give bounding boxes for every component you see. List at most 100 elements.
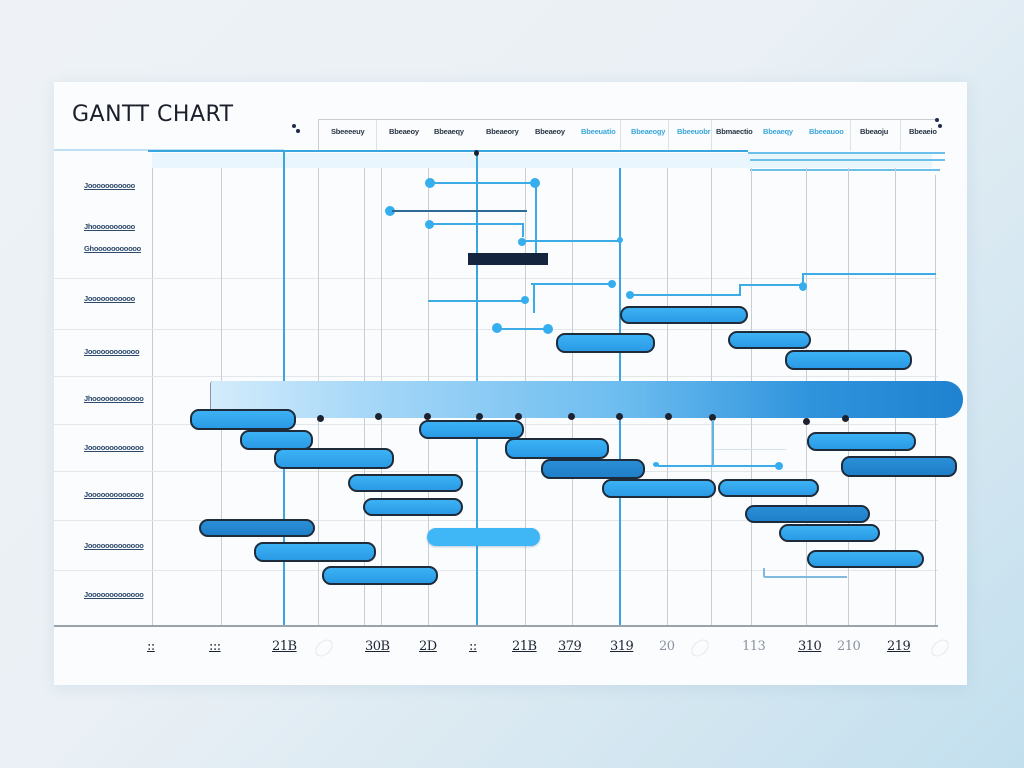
link-node[interactable] [799, 282, 807, 291]
header-separator [376, 120, 377, 151]
dependency-link [739, 284, 741, 296]
task-bar[interactable] [427, 528, 540, 546]
summary-bar[interactable] [210, 381, 963, 418]
dependency-link [392, 210, 527, 212]
task-bar[interactable] [779, 524, 880, 542]
x-tick-label: :: [147, 639, 155, 654]
task-bar[interactable] [254, 542, 376, 562]
summary-marker [424, 413, 431, 420]
task-bar[interactable] [363, 498, 463, 516]
task-bar[interactable] [556, 333, 655, 353]
row-label: Jooooooooooooo [84, 443, 144, 452]
header-column: Bbeeuobr [677, 127, 711, 136]
task-bar[interactable] [785, 350, 912, 370]
header-dot [938, 124, 942, 128]
header-column: Bbeaeory [486, 127, 519, 136]
header-rule [750, 159, 945, 161]
dependency-link [499, 328, 549, 330]
header-dot [935, 118, 939, 122]
dependency-link [428, 300, 525, 302]
x-tick-label: 30B [365, 639, 390, 654]
link-node[interactable] [775, 462, 783, 470]
dependency-link [658, 465, 780, 467]
header-separator [850, 120, 851, 151]
task-bar[interactable] [541, 459, 645, 479]
link-node[interactable] [492, 323, 502, 333]
dependency-link [525, 240, 621, 242]
row-label: Jooooooooooooo [84, 590, 144, 599]
dependency-link [630, 294, 740, 296]
header-separator [900, 120, 901, 151]
row-label: Ghooooooooooo [84, 244, 141, 253]
dependency-link [802, 273, 936, 275]
x-tick-label: 219 [887, 639, 911, 654]
header-dot [292, 124, 296, 128]
dependency-link [712, 420, 714, 466]
row-label: Jhoooooooooooo [84, 394, 144, 403]
link-node[interactable] [521, 296, 529, 304]
header-rule [750, 169, 940, 171]
link-node [474, 150, 479, 156]
grid-hline [54, 471, 938, 472]
summary-marker [375, 413, 382, 420]
summary-marker [665, 413, 672, 420]
chart-title: GANTT CHART [72, 102, 234, 127]
task-bar[interactable] [841, 456, 957, 477]
task-bar[interactable] [745, 505, 870, 523]
link-node[interactable] [518, 238, 526, 246]
task-bar[interactable] [505, 438, 609, 459]
link-node[interactable] [543, 324, 553, 334]
summary-marker [568, 413, 575, 420]
x-tick-label: 113 [742, 639, 766, 654]
link-node[interactable] [608, 280, 616, 288]
link-node[interactable] [617, 237, 623, 243]
row-label: Jooooooooooooo [84, 541, 144, 550]
dependency-link [764, 576, 847, 578]
row-label: Jooooooooooo [84, 294, 135, 303]
grid-hline [54, 520, 938, 521]
header-column: Sbeeeeuy [331, 127, 365, 136]
row-label: Joooooooooooo [84, 347, 140, 356]
task-bar[interactable] [718, 479, 819, 497]
x-tick-label: ::: [209, 639, 221, 654]
task-bar[interactable] [419, 420, 524, 439]
task-bar[interactable] [807, 432, 916, 451]
link-node[interactable] [653, 462, 659, 467]
header-band [152, 153, 932, 168]
link-node[interactable] [530, 178, 540, 188]
x-tick-label: 21B [272, 639, 297, 654]
dependency-link [531, 283, 613, 285]
header-separator [668, 120, 669, 151]
task-bar[interactable] [807, 550, 924, 568]
task-bar[interactable] [728, 331, 811, 349]
dependency-link [714, 449, 786, 450]
summary-marker [709, 414, 716, 421]
dependency-link [802, 275, 804, 285]
task-bar[interactable] [190, 409, 296, 430]
task-bar[interactable] [199, 519, 315, 537]
row-label: Jooooooooooooo [84, 490, 144, 499]
link-node[interactable] [385, 206, 395, 216]
grid-hline [54, 570, 938, 571]
link-node[interactable] [425, 220, 434, 229]
task-bar[interactable] [240, 430, 313, 450]
x-tick-label: 20 [659, 639, 675, 654]
milestone-bar[interactable] [468, 253, 548, 265]
summary-marker [803, 418, 810, 425]
task-bar[interactable] [348, 474, 463, 492]
timeline-header [318, 119, 939, 152]
row-label: Jhoooooooooo [84, 222, 135, 231]
header-column: Bbeaeoy [389, 127, 419, 136]
task-bar[interactable] [602, 479, 716, 498]
x-tick-label: 379 [558, 639, 582, 654]
x-tick-label: 2D [419, 639, 437, 654]
header-column: Bbeaeqy [763, 127, 793, 136]
summary-marker [842, 415, 849, 422]
dependency-link [739, 284, 803, 286]
link-node[interactable] [425, 178, 435, 188]
task-bar[interactable] [322, 566, 438, 585]
header-column: Bbeaoju [860, 127, 889, 136]
task-bar[interactable] [620, 306, 748, 324]
dependency-link [432, 223, 524, 225]
task-bar[interactable] [274, 448, 394, 469]
